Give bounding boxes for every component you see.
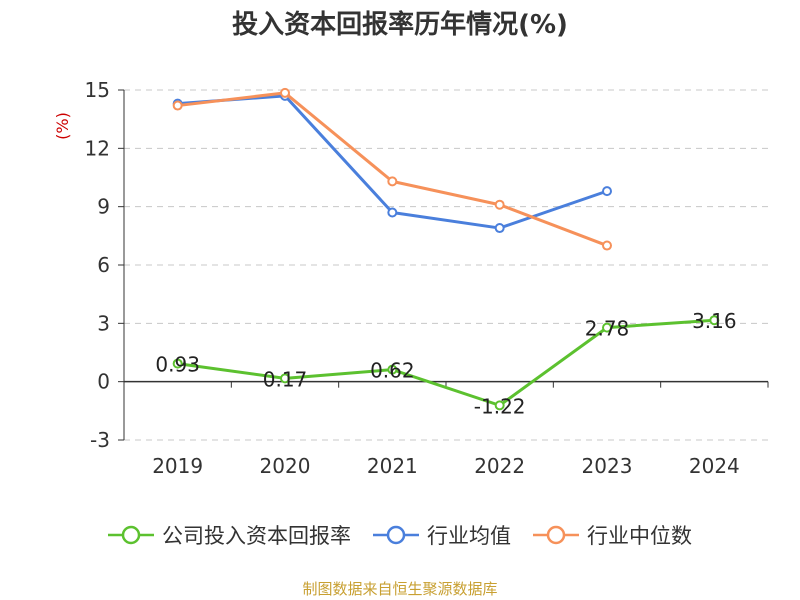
data-point — [494, 199, 505, 210]
legend-item-company-roic[interactable]: 公司投入资本回报率 — [108, 520, 351, 550]
data-point — [172, 100, 183, 111]
y-axis-label: (%) — [53, 112, 72, 140]
y-tick-label: 15 — [85, 78, 110, 102]
data-point — [387, 207, 398, 218]
series-lines — [172, 87, 720, 411]
gridlines — [124, 89, 768, 441]
data-label: 0.93 — [155, 353, 200, 377]
data-point — [280, 373, 290, 384]
legend-label: 公司投入资本回报率 — [162, 524, 351, 548]
legend-line-circle-icon — [373, 525, 419, 545]
y-tick-label: 0 — [97, 370, 110, 394]
legend-label: 行业中位数 — [587, 524, 692, 548]
data-label: 0.62 — [370, 359, 415, 383]
legend-line-circle-icon — [533, 525, 579, 545]
x-tick-label: 2024 — [689, 454, 740, 478]
data-label: 2.78 — [585, 317, 630, 341]
series-line — [177, 91, 608, 247]
x-tick-label: 2020 — [260, 454, 311, 478]
data-point — [602, 240, 612, 251]
data-label: -1.22 — [474, 394, 526, 418]
y-tick-label: -3 — [90, 428, 110, 452]
y-tick-label: 6 — [97, 253, 110, 277]
data-point — [280, 87, 290, 98]
legend-item-industry-median[interactable]: 行业中位数 — [533, 520, 692, 550]
y-tick-label: 12 — [85, 136, 110, 160]
y-tick-label: 3 — [97, 311, 110, 335]
axes: -3 0 3 6 9 12 15 2019 2020 2021 2022 2023 2024 — [85, 78, 769, 478]
data-point — [494, 223, 505, 234]
x-tick-label: 2019 — [152, 454, 203, 478]
legend: 公司投入资本回报率 行业均值 行业中位数 — [0, 520, 800, 550]
y-tick-label: 9 — [97, 195, 110, 219]
data-point — [172, 358, 183, 369]
data-labels: 0.93 0.17 0.62 -1.22 2.78 3.16 — [155, 309, 736, 418]
data-point — [709, 315, 720, 326]
x-tick-label: 2023 — [582, 454, 633, 478]
x-tick-label: 2022 — [474, 454, 525, 478]
legend-line-circle-icon — [108, 525, 154, 545]
data-point — [602, 322, 612, 333]
legend-item-industry-mean[interactable]: 行业均值 — [373, 520, 511, 550]
data-label: 3.16 — [692, 309, 737, 333]
chart-title: 投入资本回报率历年情况(%) — [232, 10, 568, 40]
data-label: 0.17 — [263, 367, 308, 391]
series-line — [177, 318, 715, 407]
data-point — [602, 186, 612, 197]
legend-label: 行业均值 — [427, 524, 511, 548]
data-point — [387, 176, 398, 187]
data-point — [387, 364, 398, 375]
data-point — [494, 400, 505, 411]
source-note: 制图数据来自恒生聚源数据库 — [302, 580, 498, 598]
x-tick-label: 2021 — [367, 454, 418, 478]
